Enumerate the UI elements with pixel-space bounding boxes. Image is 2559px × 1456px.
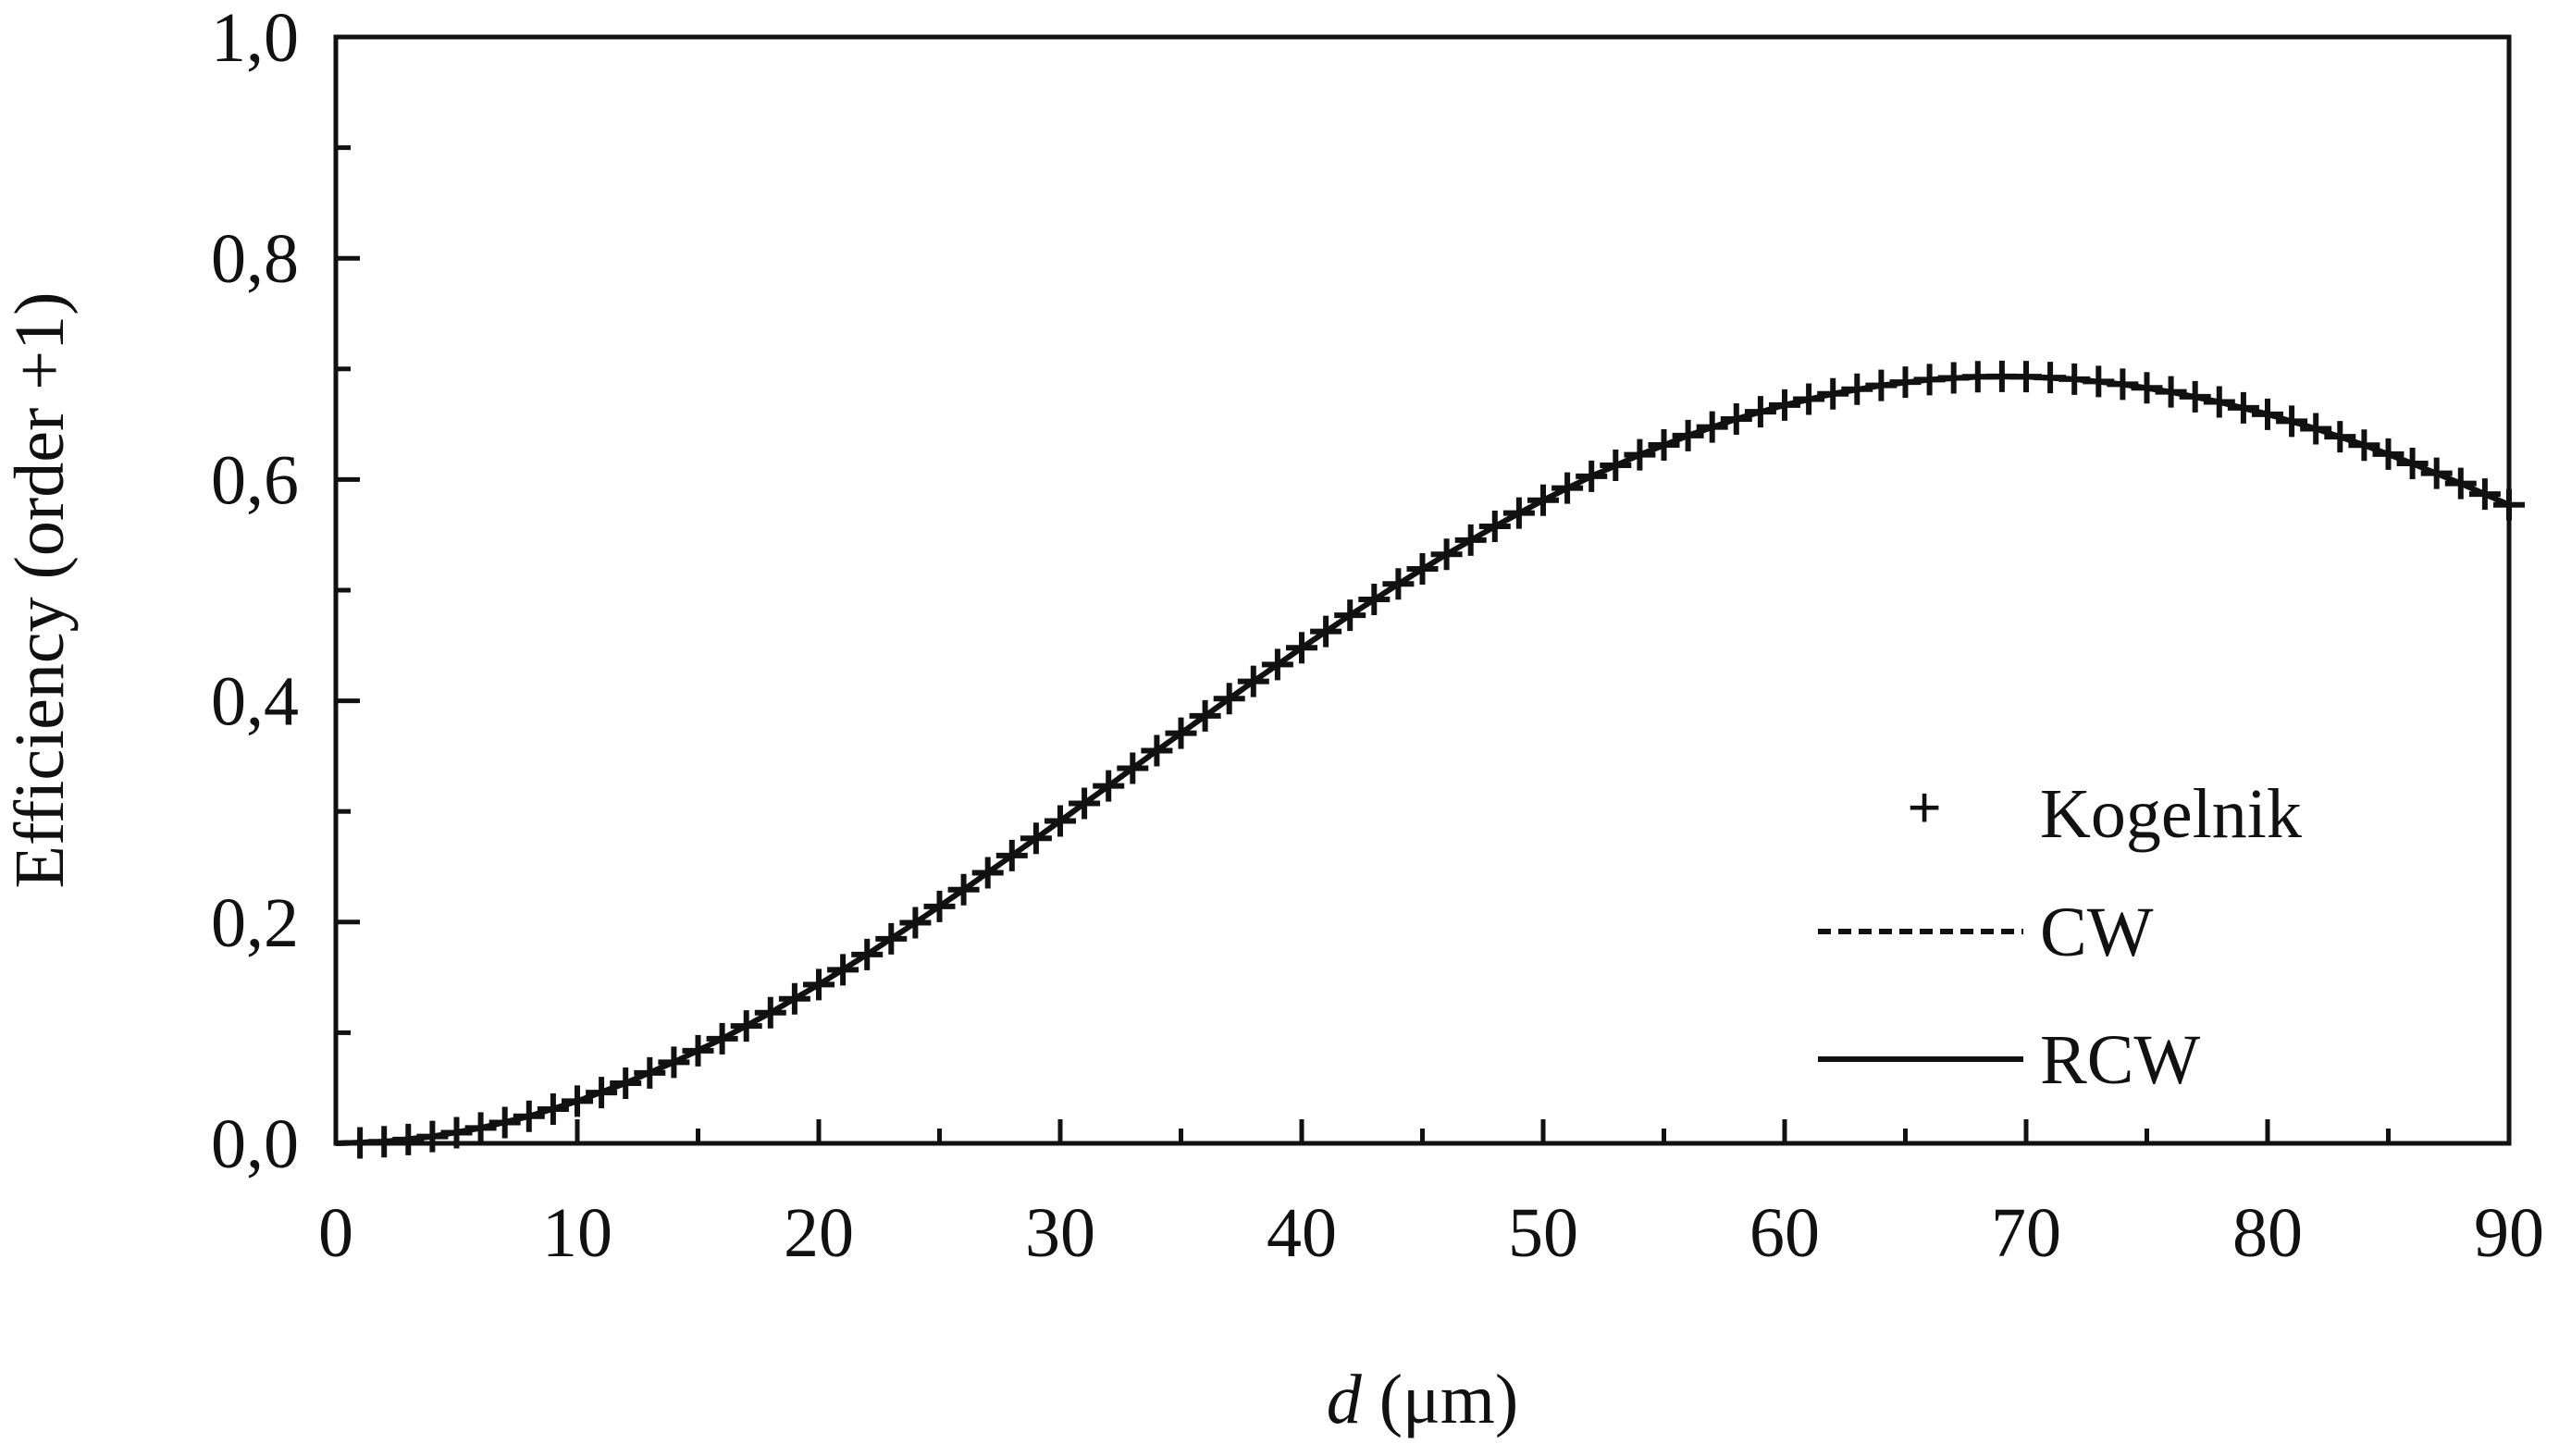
- legend-kogelnik-label: Kogelnik: [2040, 775, 2302, 853]
- x-tick-label: 70: [1991, 1194, 2061, 1272]
- legend: + Kogelnik CW RCW: [1818, 774, 2302, 1099]
- ticks-layer: 0 10 20 30 40 50 60 70 80 90 0,0 0,2 0,4 0,6 0,8 1,0: [211, 0, 2544, 1272]
- x-axis-label-unit: (μm): [1362, 1361, 1518, 1438]
- x-tick-label: 90: [2474, 1194, 2544, 1272]
- legend-kogelnik-marker: +: [1907, 774, 1942, 842]
- y-axis-label: Efficiency (order +1): [1, 292, 79, 889]
- x-tick-label: 40: [1267, 1194, 1337, 1272]
- x-tick-label: 20: [784, 1194, 854, 1272]
- x-tick-label: 0: [318, 1194, 353, 1272]
- y-tick-label: 0,0: [211, 1105, 299, 1183]
- series-layer: [335, 360, 2525, 1159]
- x-tick-label: 50: [1508, 1194, 1578, 1272]
- y-tick-label: 0,4: [211, 663, 299, 741]
- x-axis-label-symbol: d: [1327, 1361, 1363, 1438]
- x-axis-label: d (μm): [1327, 1361, 1518, 1438]
- x-tick-label: 60: [1749, 1194, 1820, 1272]
- rcw-line: [335, 374, 2511, 1146]
- x-tick-label: 30: [1025, 1194, 1095, 1272]
- y-tick-label: 0,8: [211, 220, 299, 298]
- y-tick-label: 1,0: [211, 0, 299, 77]
- y-tick-label: 0,2: [211, 884, 299, 962]
- legend-rcw-label: RCW: [2040, 1021, 2200, 1099]
- legend-cw-label: CW: [2040, 894, 2154, 971]
- y-tick-label: 0,6: [211, 441, 299, 519]
- plot-frame: [333, 34, 2512, 1146]
- x-tick-label: 80: [2232, 1194, 2303, 1272]
- x-tick-label: 10: [542, 1194, 612, 1272]
